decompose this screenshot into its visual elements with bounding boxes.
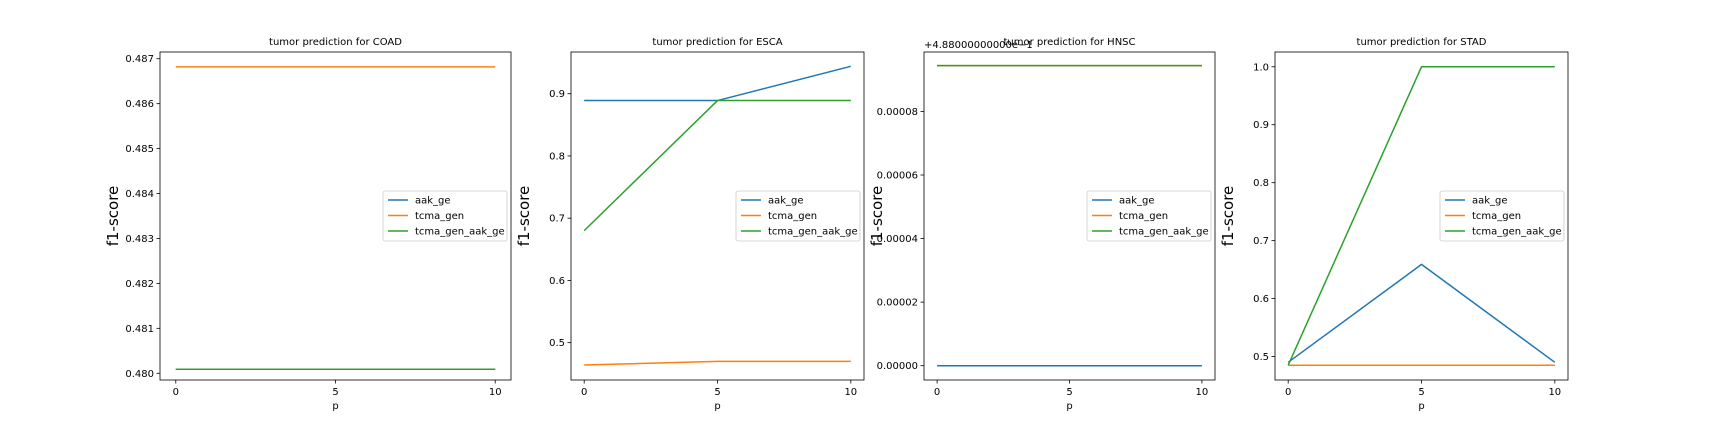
y-tick-label: 0.487 [125,54,154,65]
legend-label: tcma_gen_aak_ge [768,227,858,238]
y-tick-label: 0.8 [549,151,565,162]
legend-label: tcma_gen [768,211,817,222]
legend-label: aak_ge [1119,196,1155,207]
legend-label: tcma_gen_aak_ge [1472,227,1562,238]
series-line-tcma-gen-aak-ge [1287,66,1555,366]
y-tick-label: 0.9 [1253,120,1269,131]
x-tick-label: 10 [1196,387,1209,398]
y-tick-label: 0.8 [1253,178,1269,189]
x-tick-label: 0 [581,387,587,398]
legend: aak_ge tcma_gen tcma_gen_aak_ge [382,190,508,242]
x-tick-label: 10 [1548,387,1561,398]
y-axis-label: f1-score [868,186,886,247]
x-tick-label: 10 [844,387,857,398]
x-axis-label: p [1066,401,1072,412]
chart-title: tumor prediction for ESCA [652,37,782,48]
x-tick-label: 10 [489,387,502,398]
y-tick-label: 0.00006 [877,171,918,182]
legend-box [1086,190,1212,242]
chart-panel-3: 0 5 10 0.00000 0.00002 0.00004 0.00006 0.00008 t… [868,37,1216,412]
y-tick-label: 0.00002 [877,298,918,309]
y-tick-label: 0.00000 [877,361,918,372]
chart-panel-4: 0 5 10 0.5 0.6 0.7 0.8 0.9 1.0 tumor prediction f… [1219,37,1569,412]
legend-label: tcma_gen [1119,211,1168,222]
y-tick-label: 0.00008 [877,107,918,118]
y-tick-label: 1.0 [1253,62,1269,73]
y-tick-label: 0.484 [125,189,154,200]
x-tick-label: 0 [934,387,940,398]
legend-label: aak_ge [1472,196,1508,207]
x-tick-label: 5 [1066,387,1072,398]
y-axis-label: f1-score [515,186,533,247]
series-line-tcma-gen-aak-ge [583,99,851,232]
chart-title: tumor prediction for STAD [1357,37,1487,48]
y-tick-label: 0.486 [125,99,154,110]
legend-label: aak_ge [768,196,804,207]
y-tick-label: 0.5 [1253,352,1269,363]
legend: aak_ge tcma_gen tcma_gen_aak_ge [735,190,861,242]
y-tick-label: 0.00004 [877,234,918,245]
series-line-tcma-gen [584,360,851,366]
x-axis-label: p [1418,401,1424,412]
x-tick-label: 5 [332,387,338,398]
legend-label: tcma_gen_aak_ge [1119,227,1209,238]
y-tick-label: 0.7 [1253,236,1269,247]
chart-panel-1: 0 5 10 0.480 0.481 0.482 0.483 0.484 0.485 0.486 0… [104,37,512,412]
x-axis-label: p [714,401,720,412]
y-tick-label: 0.9 [549,89,565,100]
chart-title: tumor prediction for COAD [269,37,402,48]
y-tick-label: 0.480 [125,369,154,380]
series-line-aak-ge [1287,263,1556,363]
y-tick-label: 0.481 [125,324,154,335]
y-tick-label: 0.6 [1253,294,1269,305]
legend-box [382,190,508,242]
y-tick-label: 0.483 [125,234,154,245]
x-axis-label: p [332,401,338,412]
y-offset-text: +4.88000000000e−1 [924,40,1033,51]
x-tick-label: 0 [173,387,179,398]
x-tick-label: 5 [1418,387,1424,398]
chart-title: tumor prediction for HNSC [1003,37,1135,48]
legend-label: tcma_gen [415,211,464,222]
legend-box [735,190,861,242]
y-tick-label: 0.482 [125,279,154,290]
legend: aak_ge tcma_gen tcma_gen_aak_ge [1439,190,1565,242]
legend: aak_ge tcma_gen tcma_gen_aak_ge [1086,190,1212,242]
legend-label: tcma_gen_aak_ge [415,227,505,238]
chart-panel-2: 0 5 10 0.5 0.6 0.7 0.8 0.9 tumor prediction for … [515,37,865,412]
legend-label: tcma_gen [1472,211,1521,222]
legend-box [1439,190,1565,242]
y-tick-label: 0.7 [549,214,565,225]
legend-label: aak_ge [415,196,451,207]
x-tick-label: 5 [714,387,720,398]
y-axis-label: f1-score [104,186,122,247]
y-tick-label: 0.485 [125,144,154,155]
y-tick-label: 0.5 [549,338,565,349]
y-axis-label: f1-score [1219,186,1237,247]
x-tick-label: 0 [1285,387,1291,398]
y-tick-label: 0.6 [549,276,565,287]
